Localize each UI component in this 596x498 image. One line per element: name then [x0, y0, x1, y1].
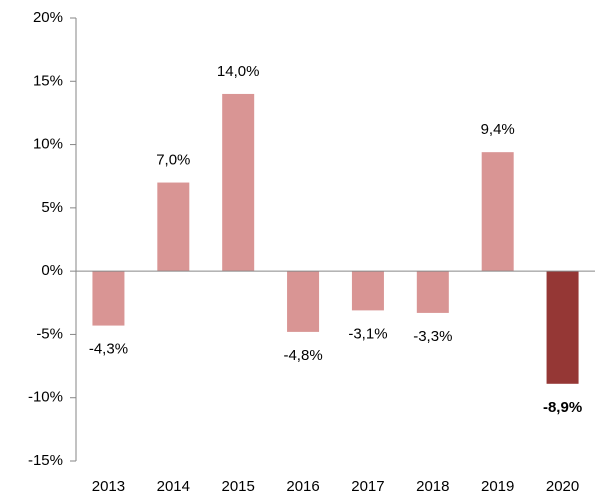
value-label: 14,0% — [217, 63, 260, 80]
y-tick-label: -15% — [28, 452, 63, 469]
y-tick-label: 20% — [33, 9, 63, 26]
bar — [546, 271, 579, 384]
value-label: -4,8% — [283, 347, 322, 364]
value-label: 7,0% — [156, 152, 190, 169]
y-tick-label: 5% — [41, 199, 63, 216]
value-label: -3,3% — [413, 328, 452, 345]
value-label: -3,1% — [348, 325, 387, 342]
x-tick-label: 2019 — [481, 478, 514, 495]
x-tick-label: 2015 — [222, 478, 255, 495]
x-tick-label: 2018 — [416, 478, 449, 495]
y-tick-label: -5% — [36, 325, 63, 342]
y-tick-label: 10% — [33, 136, 63, 153]
x-tick-label: 2016 — [286, 478, 319, 495]
y-tick-label: -10% — [28, 389, 63, 406]
value-label: -8,9% — [543, 399, 582, 416]
value-label: 9,4% — [481, 121, 515, 138]
x-tick-label: 2020 — [546, 478, 579, 495]
bar — [351, 271, 384, 311]
value-label: -4,3% — [89, 341, 128, 358]
x-tick-label: 2017 — [351, 478, 384, 495]
y-tick-label: 15% — [33, 72, 63, 89]
y-tick-label: 0% — [41, 262, 63, 279]
x-tick-label: 2013 — [92, 478, 125, 495]
bar — [92, 271, 125, 326]
bar — [222, 93, 255, 272]
bar — [157, 182, 190, 272]
bar — [481, 152, 514, 272]
bar — [287, 271, 320, 332]
x-tick-label: 2014 — [157, 478, 190, 495]
bar — [416, 271, 449, 313]
